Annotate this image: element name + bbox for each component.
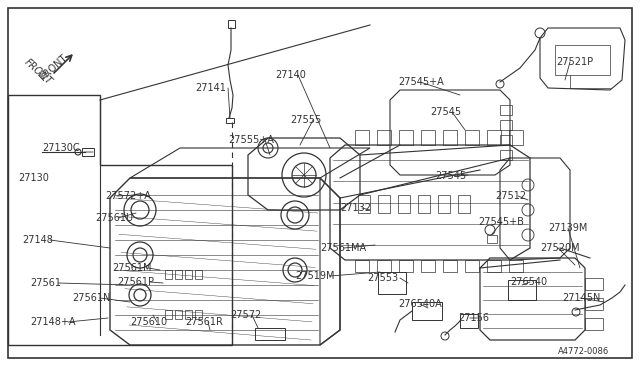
Text: 275610: 275610 xyxy=(130,317,167,327)
Bar xyxy=(165,270,172,279)
Text: 276540: 276540 xyxy=(510,277,547,287)
Text: 27141: 27141 xyxy=(195,83,226,93)
Bar xyxy=(487,260,501,272)
Text: FRONT: FRONT xyxy=(22,57,54,87)
Text: 27561R: 27561R xyxy=(185,317,223,327)
Bar xyxy=(399,130,413,145)
Text: 27148: 27148 xyxy=(22,235,53,245)
Bar xyxy=(487,130,501,145)
Bar xyxy=(465,130,479,145)
Bar xyxy=(421,130,435,145)
Bar xyxy=(398,195,410,213)
Bar xyxy=(421,260,435,272)
Bar xyxy=(226,118,234,123)
Bar xyxy=(585,278,603,290)
Bar xyxy=(255,328,285,340)
Bar xyxy=(585,298,603,310)
Text: 27561: 27561 xyxy=(30,278,61,288)
Bar xyxy=(378,195,390,213)
Bar xyxy=(228,20,235,28)
Text: 27561MA: 27561MA xyxy=(320,243,366,253)
Bar xyxy=(443,260,457,272)
Bar xyxy=(465,260,479,272)
Bar xyxy=(175,310,182,319)
Text: 27521P: 27521P xyxy=(556,57,593,67)
Text: A4772-0086: A4772-0086 xyxy=(558,347,609,356)
Bar xyxy=(195,310,202,319)
Bar xyxy=(358,195,370,213)
Text: 27156: 27156 xyxy=(458,313,489,323)
Bar xyxy=(399,260,413,272)
Bar xyxy=(377,260,391,272)
Text: 27545: 27545 xyxy=(435,171,466,181)
Text: 27545+A: 27545+A xyxy=(398,77,444,87)
Text: FRONT: FRONT xyxy=(38,53,70,83)
Text: 27519M: 27519M xyxy=(295,271,335,281)
Bar xyxy=(500,135,512,145)
Bar xyxy=(418,195,430,213)
Bar xyxy=(355,260,369,272)
Text: 27561P: 27561P xyxy=(117,277,154,287)
Text: 27561N: 27561N xyxy=(72,293,110,303)
Bar xyxy=(460,314,478,328)
Text: 27148+A: 27148+A xyxy=(30,317,76,327)
Bar xyxy=(500,105,512,115)
Bar xyxy=(500,120,512,130)
Bar xyxy=(487,235,497,243)
Text: 27555+A: 27555+A xyxy=(228,135,274,145)
Text: 27132: 27132 xyxy=(340,203,371,213)
Text: 27555: 27555 xyxy=(290,115,321,125)
Bar xyxy=(509,130,523,145)
Bar xyxy=(508,280,536,300)
Bar xyxy=(378,272,406,294)
Bar xyxy=(585,318,603,330)
Text: 27140: 27140 xyxy=(275,70,306,80)
Bar xyxy=(175,270,182,279)
Text: 27572: 27572 xyxy=(230,310,261,320)
Text: 27520M: 27520M xyxy=(540,243,580,253)
Bar xyxy=(355,130,369,145)
Bar xyxy=(555,45,610,75)
Text: 27512: 27512 xyxy=(495,191,526,201)
Text: 27561M: 27561M xyxy=(112,263,152,273)
Bar xyxy=(165,310,172,319)
Bar xyxy=(412,302,442,320)
Bar xyxy=(82,148,94,156)
Bar xyxy=(185,270,192,279)
Text: 27545+B: 27545+B xyxy=(478,217,524,227)
Text: 27130: 27130 xyxy=(18,173,49,183)
Bar xyxy=(185,310,192,319)
Text: 27145N: 27145N xyxy=(562,293,600,303)
Text: 27553: 27553 xyxy=(367,273,398,283)
Text: 27139M: 27139M xyxy=(548,223,588,233)
Bar xyxy=(377,130,391,145)
Text: 27561U: 27561U xyxy=(95,213,133,223)
Text: 27572+A: 27572+A xyxy=(105,191,151,201)
Bar xyxy=(438,195,450,213)
Bar xyxy=(509,260,523,272)
Bar xyxy=(443,130,457,145)
Text: 27130C: 27130C xyxy=(42,143,79,153)
Text: 276540A: 276540A xyxy=(398,299,442,309)
Text: 27545: 27545 xyxy=(430,107,461,117)
Bar xyxy=(195,270,202,279)
Bar xyxy=(458,195,470,213)
Bar xyxy=(500,150,512,160)
